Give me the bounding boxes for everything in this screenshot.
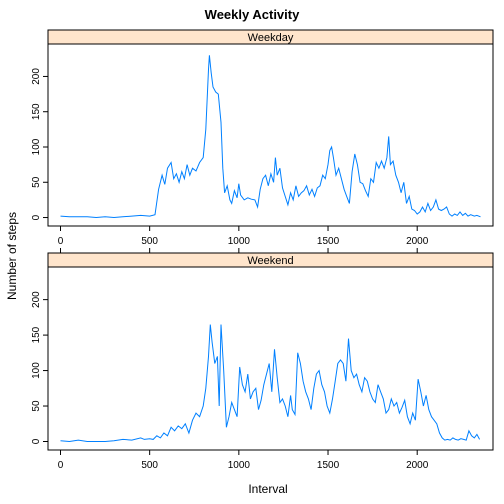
series-line-weekday (60, 55, 481, 219)
strip-label-weekday: Weekday (248, 32, 294, 44)
y-tick-label-weekday-100: 100 (31, 138, 42, 155)
x-tick-label-weekday-2000: 2000 (406, 236, 429, 247)
y-tick-label-weekday-200: 200 (31, 68, 42, 85)
y-tick-label-weekend-150: 150 (31, 326, 42, 343)
y-tick-label-weekday-50: 50 (31, 176, 42, 188)
x-tick-label-weekend-500: 500 (141, 460, 158, 471)
x-tick-label-weekend-1500: 1500 (317, 460, 340, 471)
x-tick-label-weekday-500: 500 (141, 236, 158, 247)
y-tick-label-weekend-0: 0 (31, 438, 42, 444)
x-tick-label-weekday-1500: 1500 (317, 236, 340, 247)
y-tick-label-weekend-50: 50 (31, 400, 42, 412)
y-tick-label-weekday-150: 150 (31, 103, 42, 120)
y-tick-label-weekend-100: 100 (31, 362, 42, 379)
y-tick-label-weekday-0: 0 (31, 214, 42, 220)
x-tick-label-weekend-1000: 1000 (228, 460, 251, 471)
x-tick-label-weekday-0: 0 (58, 236, 64, 247)
x-tick-label-weekend-0: 0 (58, 460, 64, 471)
y-tick-label-weekend-200: 200 (31, 291, 42, 308)
plot-frame-weekday (47, 43, 494, 227)
plot-frame-weekend (47, 266, 494, 451)
x-tick-label-weekend-2000: 2000 (406, 460, 429, 471)
series-line-weekend (60, 324, 481, 443)
x-axis-label: Interval (248, 482, 287, 496)
x-tick-label-weekday-1000: 1000 (228, 236, 251, 247)
chart-title: Weekly Activity (205, 7, 300, 22)
y-axis-label: Number of steps (5, 212, 19, 300)
strip-label-weekend: Weekend (247, 255, 293, 267)
